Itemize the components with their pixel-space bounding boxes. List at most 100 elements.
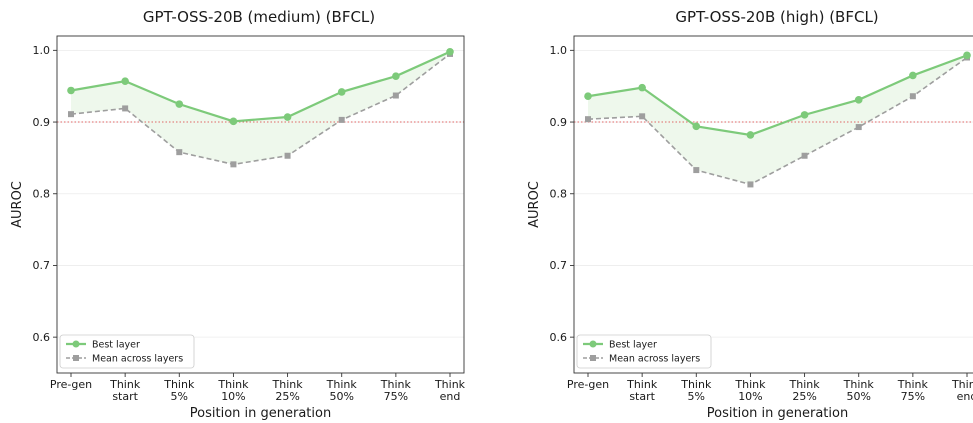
x-tick-label-line: 75%	[384, 390, 408, 403]
x-tick-label-line: Think	[272, 378, 304, 391]
x-tick-label-line: 5%	[171, 390, 188, 403]
x-tick-label-line: Think	[217, 378, 249, 391]
point-best	[229, 117, 238, 126]
x-tick-label-line: 25%	[275, 390, 299, 403]
x-tick-label-line: Think	[951, 378, 973, 391]
x-tick-label-line: Think	[897, 378, 929, 391]
legend-marker-mean	[73, 355, 79, 361]
y-tick-label: 0.6	[550, 331, 568, 344]
x-tick-label: Think 50%	[843, 378, 875, 403]
point-mean	[392, 92, 399, 99]
point-mean	[122, 105, 129, 112]
legend-label-best: Best layer	[92, 340, 140, 351]
x-tick-label-line: Think	[734, 378, 766, 391]
y-axis-label: AUROC	[10, 181, 25, 228]
x-tick-label-line: 75%	[901, 390, 925, 403]
y-axis-label: AUROC	[527, 181, 542, 228]
point-best	[175, 100, 184, 108]
y-tick-label: 0.6	[33, 331, 51, 344]
series-line-best	[587, 54, 968, 137]
x-tick-label-line: Think	[109, 378, 141, 391]
y-tick-label: 0.8	[33, 188, 51, 201]
point-mean	[909, 93, 916, 100]
x-tick-label-line: end	[440, 390, 461, 403]
legend-box	[576, 334, 712, 369]
x-tick-label-line: 10%	[221, 390, 245, 403]
x-tick-label-line: Think	[789, 378, 821, 391]
x-tick-label-line: Think	[680, 378, 712, 391]
point-best	[963, 51, 971, 60]
x-tick-label: Pre-gen	[567, 378, 609, 391]
point-best	[584, 92, 592, 101]
series-line-best	[70, 50, 451, 123]
gap-fill	[588, 55, 967, 185]
point-best	[692, 122, 701, 131]
x-tick-label-line: 25%	[792, 390, 816, 403]
x-tick-label-line: start	[629, 390, 655, 403]
x-tick-label: Think 50%	[326, 378, 358, 403]
point-best	[800, 111, 809, 119]
point-best	[638, 83, 646, 92]
x-axis-label: Position in generation	[707, 406, 848, 421]
point-mean	[801, 152, 808, 159]
x-tick-label: Think 75%	[897, 378, 929, 403]
x-tick-label: Think 10%	[734, 378, 766, 403]
x-axis-label: Position in generation	[190, 406, 331, 421]
legend-label-mean: Mean across layers	[92, 354, 183, 365]
x-tick-label: Think start	[626, 378, 658, 403]
legend: Best layer Mean across layers	[59, 334, 195, 369]
y-tick-label: 1.0	[33, 44, 51, 57]
plot-frame	[573, 35, 973, 374]
point-mean	[68, 111, 74, 118]
legend-marker-mean	[590, 355, 596, 361]
x-tick-label-line: 50%	[846, 390, 870, 403]
y-tick-label: 1.0	[550, 44, 568, 57]
x-tick-label-line: Think	[326, 378, 358, 391]
x-tick-label-line: Think	[843, 378, 875, 391]
point-mean	[230, 161, 237, 168]
legend-marker-best	[589, 340, 597, 348]
chart-title: GPT-OSS-20B (high) (BFCL)	[675, 8, 878, 26]
point-best	[121, 77, 129, 85]
legend: Best layer Mean across layers	[576, 334, 712, 369]
x-tick-label: Think 5%	[163, 378, 195, 403]
x-tick-label-line: Pre-gen	[567, 378, 609, 391]
y-tick-label: 0.7	[550, 259, 568, 272]
point-best	[337, 88, 346, 96]
x-tick-label: Pre-gen	[50, 378, 92, 391]
point-mean	[338, 116, 345, 123]
legend-box	[59, 334, 195, 369]
x-tick-label-line: end	[957, 390, 973, 403]
x-tick-label-line: start	[112, 390, 138, 403]
x-tick-label-line: 50%	[329, 390, 353, 403]
x-tick-label-line: Think	[163, 378, 195, 391]
series-line-mean	[587, 56, 968, 186]
x-tick-label-line: Think	[380, 378, 412, 391]
x-tick-label: Think 10%	[217, 378, 249, 403]
x-tick-label: Think 25%	[789, 378, 821, 403]
point-mean	[176, 149, 183, 156]
y-tick-label: 0.9	[33, 116, 51, 129]
x-tick-label-line: 10%	[738, 390, 762, 403]
x-tick-label: Think 5%	[680, 378, 712, 403]
x-tick-label: Think 25%	[272, 378, 304, 403]
point-best	[392, 72, 400, 80]
chart-title: GPT-OSS-20B (medium) (BFCL)	[143, 8, 375, 26]
legend-marker-best	[72, 340, 80, 348]
x-tick-label: Think 75%	[380, 378, 412, 403]
point-best	[283, 113, 292, 121]
legend-label-mean: Mean across layers	[609, 354, 700, 365]
plot-frame	[56, 35, 465, 374]
point-mean	[585, 116, 591, 123]
point-mean	[639, 113, 646, 120]
x-tick-label-line: Think	[434, 378, 466, 391]
series-line-mean	[70, 53, 451, 166]
point-best	[446, 47, 454, 56]
x-tick-label-line: Think	[626, 378, 658, 391]
legend-label-best: Best layer	[609, 340, 657, 351]
